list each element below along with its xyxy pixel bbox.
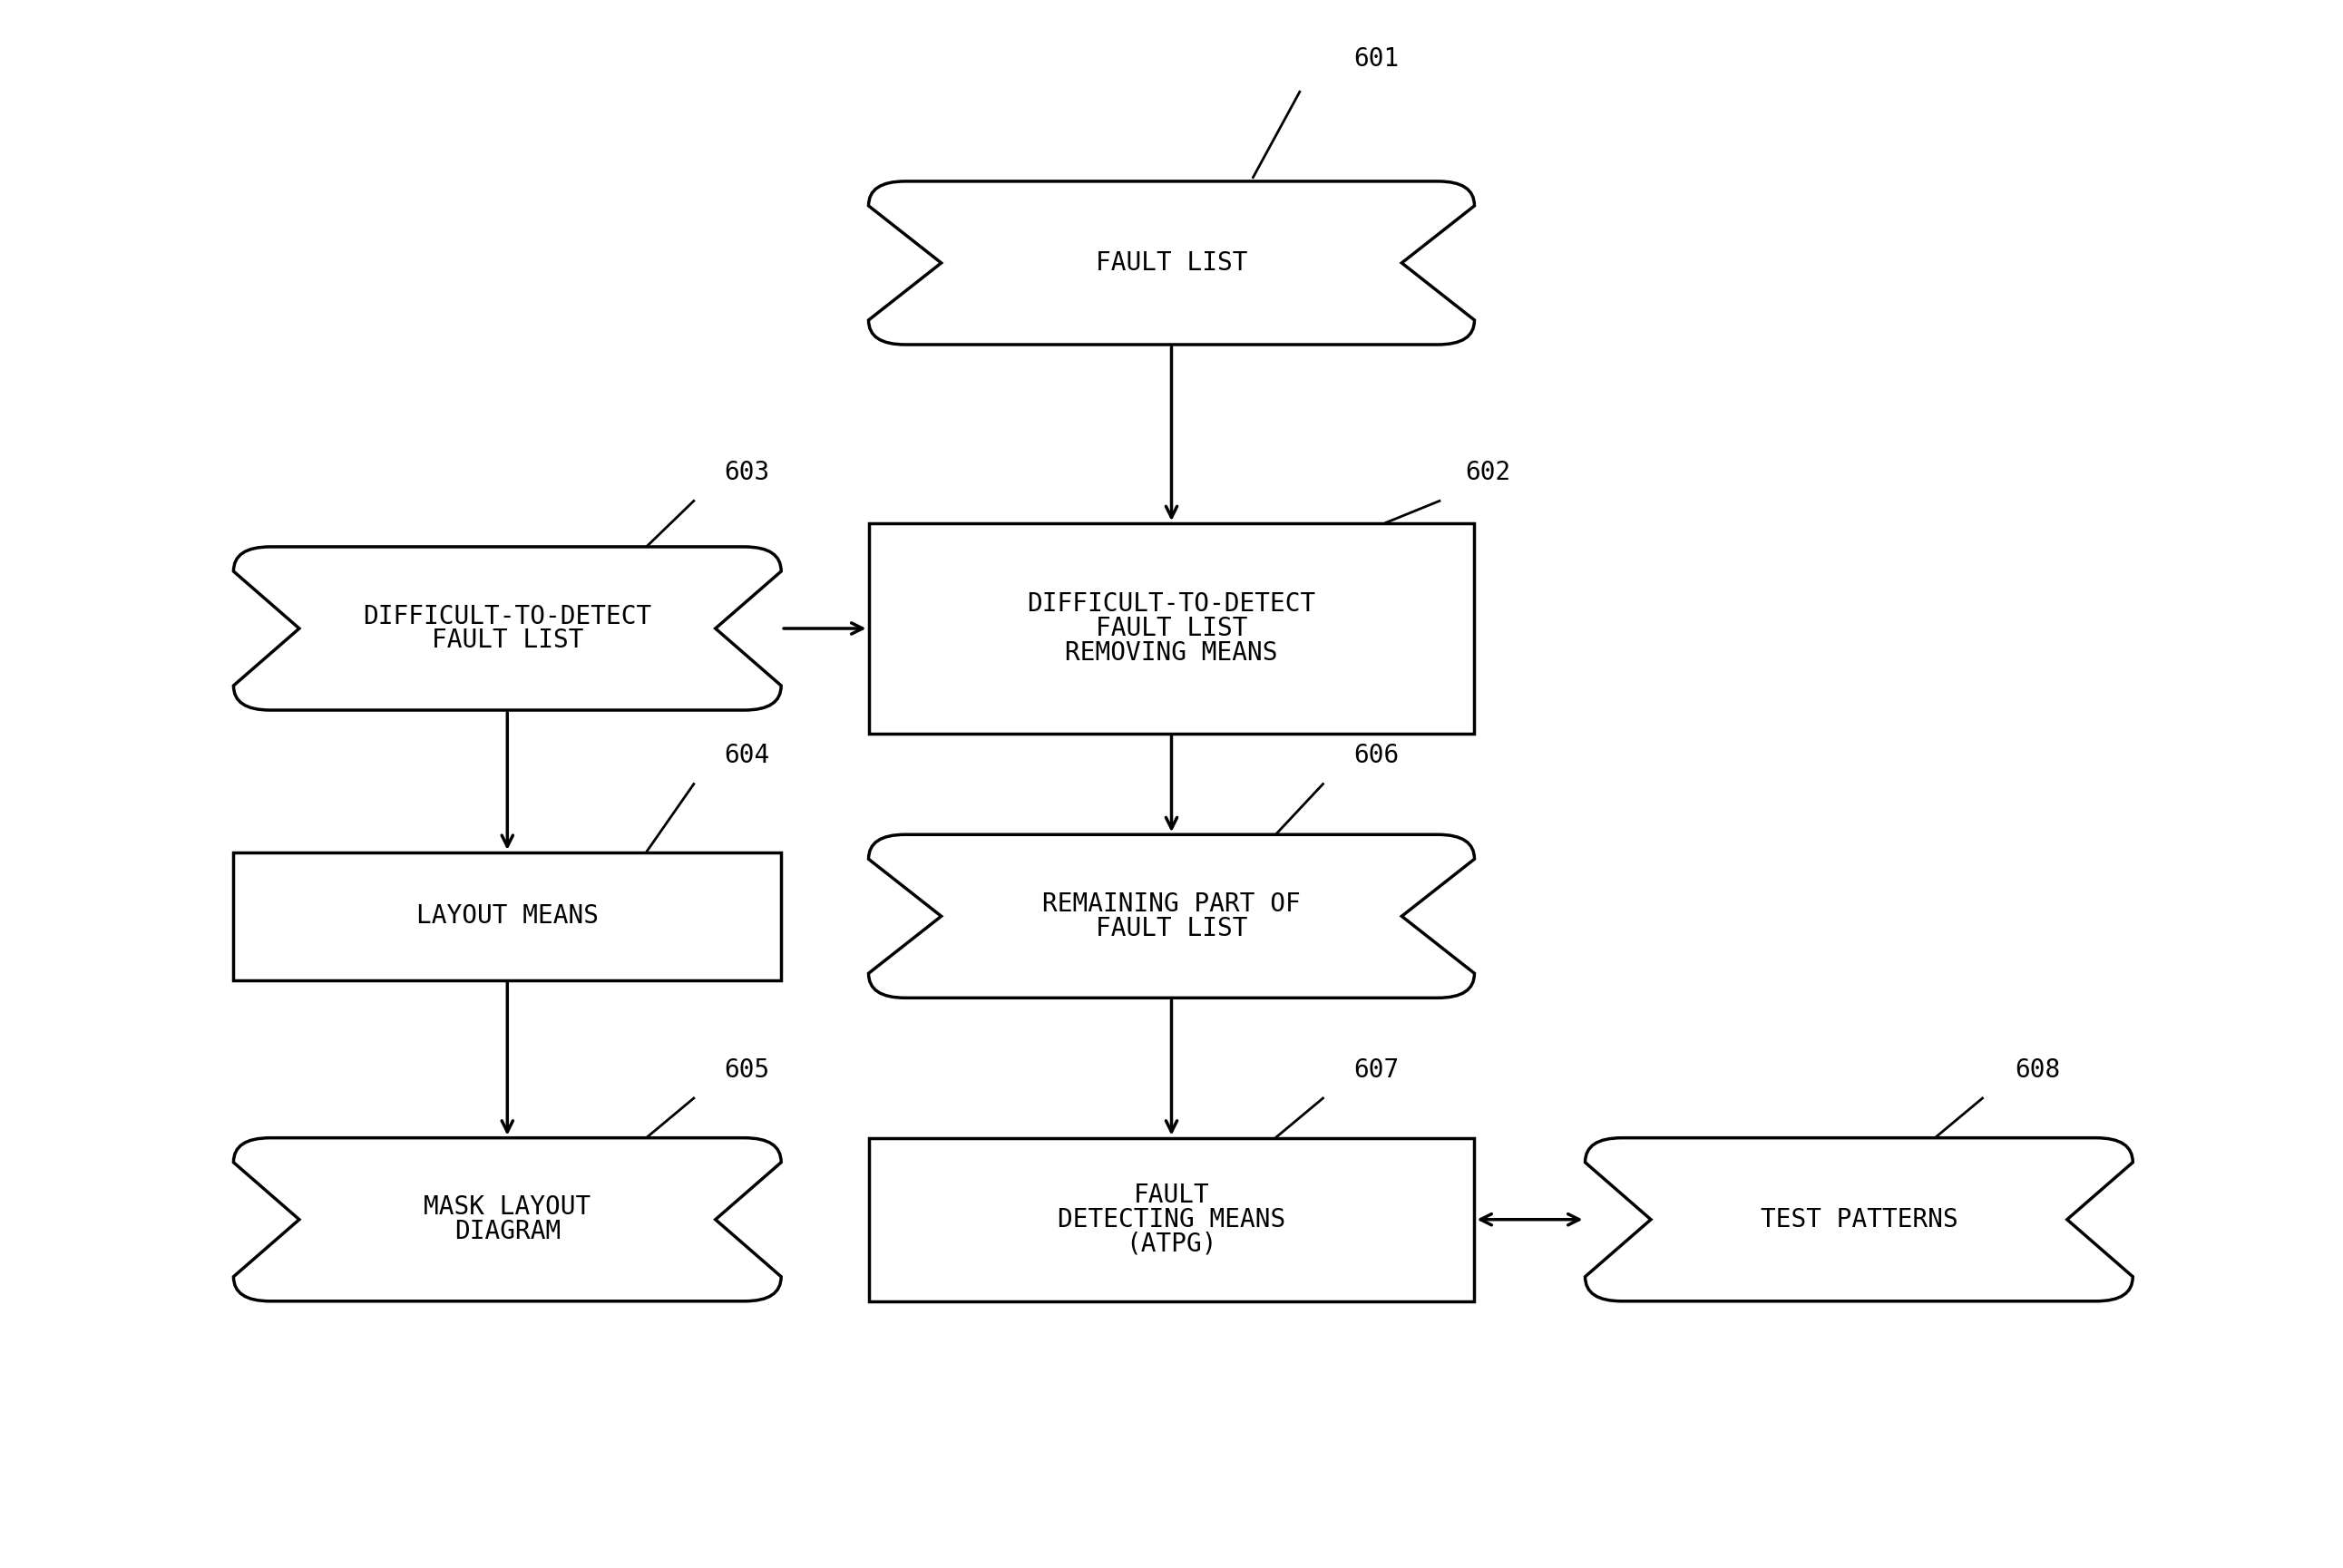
PathPatch shape [234,547,780,710]
Text: FAULT LIST: FAULT LIST [1097,616,1246,641]
Text: 608: 608 [2015,1057,2062,1082]
PathPatch shape [234,1138,780,1301]
Text: REMAINING PART OF: REMAINING PART OF [1043,891,1300,917]
Text: DIAGRAM: DIAGRAM [455,1218,560,1245]
Text: FAULT LIST: FAULT LIST [1097,916,1246,941]
PathPatch shape [869,834,1474,997]
Text: (ATPG): (ATPG) [1127,1231,1216,1256]
PathPatch shape [1586,1138,2132,1301]
Bar [869,524,1474,734]
Text: LAYOUT MEANS: LAYOUT MEANS [417,903,597,928]
Text: FAULT: FAULT [1134,1182,1209,1207]
Bar [869,1138,1474,1301]
Text: 606: 606 [1354,743,1399,768]
Text: 607: 607 [1354,1057,1399,1082]
Text: 602: 602 [1464,459,1511,486]
Text: TEST PATTERNS: TEST PATTERNS [1760,1207,1959,1232]
Text: DETECTING MEANS: DETECTING MEANS [1057,1207,1286,1232]
Text: 603: 603 [724,459,769,486]
Text: 604: 604 [724,743,769,768]
Text: FAULT LIST: FAULT LIST [1097,251,1246,276]
Text: REMOVING MEANS: REMOVING MEANS [1066,640,1277,665]
Text: DIFFICULT-TO-DETECT: DIFFICULT-TO-DETECT [1026,591,1317,616]
Text: 605: 605 [724,1057,769,1082]
Text: FAULT LIST: FAULT LIST [431,627,583,654]
Bar [234,853,780,980]
Text: MASK LAYOUT: MASK LAYOUT [424,1195,590,1220]
PathPatch shape [869,182,1474,345]
Text: 601: 601 [1354,45,1399,72]
Text: DIFFICULT-TO-DETECT: DIFFICULT-TO-DETECT [363,604,651,629]
